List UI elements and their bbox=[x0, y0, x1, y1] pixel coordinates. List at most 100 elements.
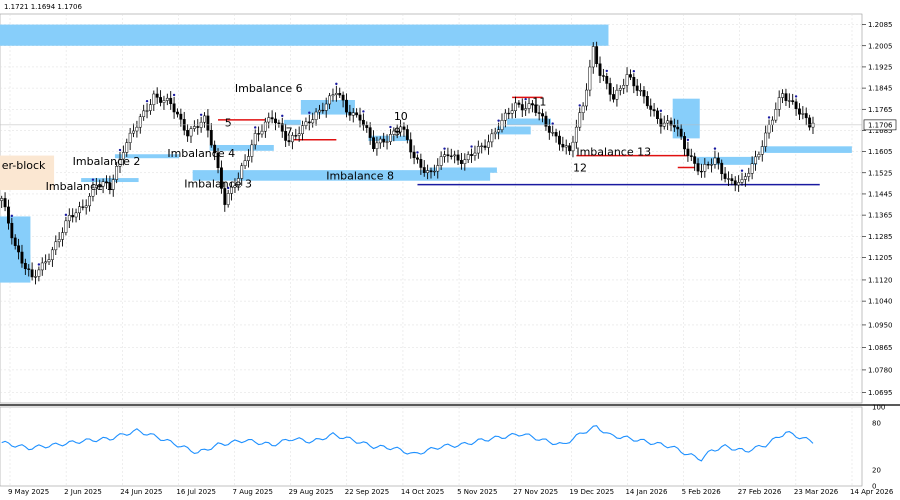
candle[interactable] bbox=[169, 91, 173, 110]
candle[interactable] bbox=[348, 104, 352, 121]
candle[interactable] bbox=[47, 253, 51, 265]
candle[interactable] bbox=[503, 109, 507, 128]
candle[interactable] bbox=[764, 125, 768, 152]
candle[interactable] bbox=[233, 178, 237, 194]
candle[interactable] bbox=[263, 117, 267, 138]
candle[interactable] bbox=[473, 145, 477, 161]
candle[interactable] bbox=[564, 139, 568, 155]
candle[interactable] bbox=[101, 178, 105, 194]
candle[interactable] bbox=[385, 134, 389, 150]
candle[interactable] bbox=[37, 266, 41, 282]
candle[interactable] bbox=[108, 175, 112, 195]
candle[interactable] bbox=[341, 91, 345, 108]
candle[interactable] bbox=[443, 150, 446, 163]
candle[interactable] bbox=[743, 172, 747, 187]
candle[interactable] bbox=[804, 107, 808, 126]
candle[interactable] bbox=[301, 120, 304, 141]
candle[interactable] bbox=[372, 130, 375, 152]
candle[interactable] bbox=[456, 149, 460, 166]
candle[interactable] bbox=[304, 117, 308, 130]
candle[interactable] bbox=[179, 108, 183, 127]
candle[interactable] bbox=[209, 123, 213, 148]
candle[interactable] bbox=[426, 164, 430, 180]
candle[interactable] bbox=[497, 122, 501, 140]
candle[interactable] bbox=[236, 172, 240, 191]
imbalance-zone[interactable] bbox=[672, 98, 700, 139]
imbalance-zone[interactable] bbox=[760, 146, 852, 153]
candle[interactable] bbox=[679, 124, 683, 140]
candle[interactable] bbox=[395, 124, 399, 139]
candle[interactable] bbox=[510, 103, 514, 119]
candle[interactable] bbox=[243, 154, 247, 170]
candle[interactable] bbox=[135, 120, 139, 138]
candle[interactable] bbox=[260, 124, 264, 138]
candle[interactable] bbox=[30, 262, 34, 281]
candle[interactable] bbox=[345, 93, 348, 118]
candle[interactable] bbox=[382, 132, 386, 148]
imbalance-zone[interactable] bbox=[507, 118, 552, 126]
candle[interactable] bbox=[639, 83, 643, 96]
candle[interactable] bbox=[534, 98, 538, 117]
candle[interactable] bbox=[568, 142, 572, 156]
candle[interactable] bbox=[331, 88, 335, 102]
candle[interactable] bbox=[558, 130, 561, 151]
candle[interactable] bbox=[138, 113, 142, 134]
candle[interactable] bbox=[517, 100, 521, 108]
candle[interactable] bbox=[240, 162, 244, 186]
candle[interactable] bbox=[666, 115, 670, 131]
candle[interactable] bbox=[213, 140, 217, 161]
candle[interactable] bbox=[706, 161, 710, 170]
candle[interactable] bbox=[378, 136, 382, 149]
candle[interactable] bbox=[128, 127, 132, 151]
candle[interactable] bbox=[44, 254, 48, 270]
candle[interactable] bbox=[50, 246, 54, 267]
candle[interactable] bbox=[777, 90, 781, 117]
candle[interactable] bbox=[3, 192, 7, 212]
candle[interactable] bbox=[389, 129, 392, 146]
candle[interactable] bbox=[142, 104, 146, 121]
candle[interactable] bbox=[392, 127, 396, 142]
candle[interactable] bbox=[253, 129, 257, 150]
candle[interactable] bbox=[446, 147, 450, 163]
candle[interactable] bbox=[507, 107, 511, 119]
candle[interactable] bbox=[148, 99, 152, 115]
candle[interactable] bbox=[737, 175, 741, 192]
candle[interactable] bbox=[453, 150, 457, 164]
candle[interactable] bbox=[459, 152, 463, 170]
candle[interactable] bbox=[54, 235, 58, 255]
candle[interactable] bbox=[294, 128, 298, 140]
candle[interactable] bbox=[57, 232, 61, 248]
imbalance-zone[interactable] bbox=[209, 144, 274, 151]
candle[interactable] bbox=[470, 148, 473, 163]
candle[interactable] bbox=[307, 114, 311, 131]
candle[interactable] bbox=[71, 208, 75, 223]
candle[interactable] bbox=[493, 127, 497, 140]
candle[interactable] bbox=[689, 148, 693, 162]
candle[interactable] bbox=[754, 150, 757, 171]
candle[interactable] bbox=[192, 120, 196, 132]
order-block-zone[interactable] bbox=[0, 155, 55, 190]
candle[interactable] bbox=[480, 142, 484, 154]
candle[interactable] bbox=[703, 158, 707, 178]
candle[interactable] bbox=[74, 208, 78, 223]
candle[interactable] bbox=[159, 90, 163, 107]
candle[interactable] bbox=[23, 258, 27, 275]
candle[interactable] bbox=[321, 102, 325, 114]
candle[interactable] bbox=[713, 150, 717, 169]
candle[interactable] bbox=[412, 145, 416, 165]
candle[interactable] bbox=[250, 139, 254, 163]
candle[interactable] bbox=[683, 132, 686, 156]
candle[interactable] bbox=[105, 175, 108, 189]
candle[interactable] bbox=[10, 217, 14, 245]
candle[interactable] bbox=[436, 158, 440, 179]
candle[interactable] bbox=[267, 112, 271, 129]
candle[interactable] bbox=[760, 140, 764, 162]
candle[interactable] bbox=[375, 136, 379, 156]
candle[interactable] bbox=[223, 181, 227, 212]
candle[interactable] bbox=[216, 148, 220, 174]
candle[interactable] bbox=[145, 103, 149, 119]
candle[interactable] bbox=[409, 132, 413, 159]
candle[interactable] bbox=[598, 56, 602, 83]
candle[interactable] bbox=[172, 96, 176, 119]
